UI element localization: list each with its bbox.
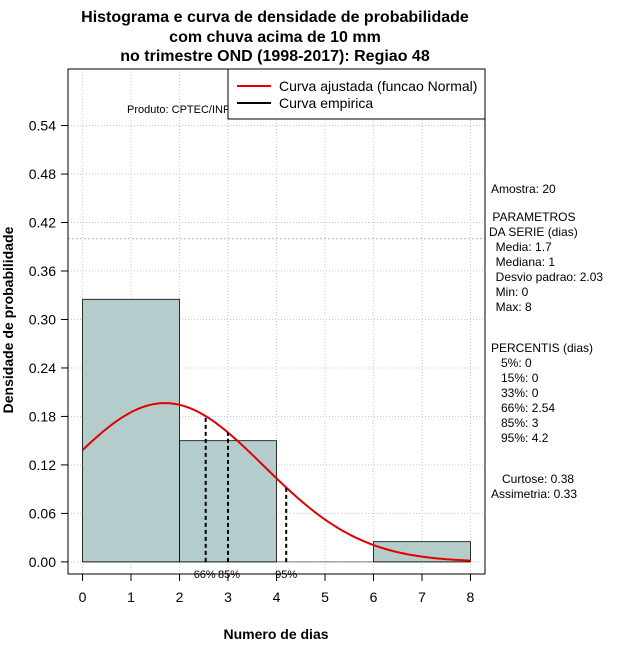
- x-tick-label: 7: [418, 589, 426, 605]
- percentile-label: 95%: [275, 569, 297, 581]
- parametros-line: Min: 0: [489, 285, 529, 299]
- chart-title-line-1: Histograma e curva de densidade de proba…: [81, 9, 469, 26]
- parametros-line: Desvio padrao: 2.03: [489, 270, 603, 284]
- y-tick-label: 0.18: [29, 408, 56, 424]
- histogram-bar: [373, 541, 471, 563]
- y-tick-label: 0.48: [29, 166, 56, 182]
- x-tick-label: 0: [79, 589, 87, 605]
- percentis-line: PERCENTIS (dias): [491, 341, 593, 355]
- percentis-block: PERCENTIS (dias) 5%: 0 15%: 0 33%: 0 66%…: [491, 341, 593, 445]
- parametros-line: Mediana: 1: [489, 255, 555, 269]
- axes: 0 1 2 3 4 5 6 7 8 0.00 0.06 0.12 0.18 0.24 0.30 0.36 0.4…: [29, 118, 475, 605]
- percentis-line: 95%: 4.2: [491, 431, 549, 445]
- x-tick-label: 6: [370, 589, 378, 605]
- x-tick-label: 2: [176, 589, 184, 605]
- x-tick-label: 8: [467, 589, 475, 605]
- percentile-label: 85%: [218, 569, 240, 581]
- legend-label-empirical: Curva empirica: [279, 95, 373, 111]
- x-tick-label: 3: [224, 589, 232, 605]
- produto-label: Produto: CPTEC/INPE: [127, 104, 238, 116]
- y-tick-label: 0.54: [29, 118, 56, 134]
- chart-title-line-2: com chuva acima de 10 mm: [169, 29, 381, 46]
- percentile-lines: 66% 85% 95%: [194, 416, 297, 581]
- x-axis-title: Numero de dias: [223, 626, 328, 642]
- histogram-bar: [82, 298, 180, 563]
- x-tick-label: 5: [321, 589, 329, 605]
- normal-fit-curve: [81, 402, 471, 562]
- percentis-line: 66%: 2.54: [491, 401, 555, 415]
- y-tick-label: 0.12: [29, 457, 56, 473]
- percentis-line: 15%: 0: [491, 371, 539, 385]
- y-tick-label: 0.00: [29, 554, 56, 570]
- curtose-text: Curtose: 0.38: [502, 472, 574, 486]
- assimetria-text: Assimetria: 0.33: [491, 487, 577, 501]
- amostra-text: Amostra: 20: [491, 182, 556, 196]
- percentis-line: 33%: 0: [491, 386, 539, 400]
- legend-box: [227, 68, 486, 120]
- parametros-line: PARAMETROS: [489, 210, 575, 224]
- fit-curve-layer: [81, 402, 471, 562]
- parametros-line: Max: 8: [489, 300, 532, 314]
- y-axis-title: Densidade de probabilidade: [0, 226, 16, 413]
- y-tick-label: 0.42: [29, 215, 56, 231]
- x-tick-label: 4: [273, 589, 281, 605]
- percentis-line: 85%: 3: [491, 416, 539, 430]
- legend-label-fit: Curva ajustada (funcao Normal): [279, 78, 477, 94]
- histogram-bar: [179, 440, 277, 563]
- x-tick-label: 1: [127, 589, 135, 605]
- y-tick-label: 0.06: [29, 505, 56, 521]
- parametros-line: Media: 1.7: [489, 240, 552, 254]
- chart-title-line-3: no trimestre OND (1998-2017): Regiao 48: [120, 48, 430, 65]
- percentile-label: 66%: [194, 569, 216, 581]
- y-tick-label: 0.36: [29, 263, 56, 279]
- parametros-line: DA SERIE (dias): [489, 225, 578, 239]
- y-tick-label: 0.24: [29, 360, 56, 376]
- legend: Curva ajustada (funcao Normal) Curva emp…: [227, 68, 486, 120]
- percentis-line: 5%: 0: [491, 356, 532, 370]
- histogram-bars: [82, 298, 471, 563]
- y-tick-label: 0.30: [29, 311, 56, 327]
